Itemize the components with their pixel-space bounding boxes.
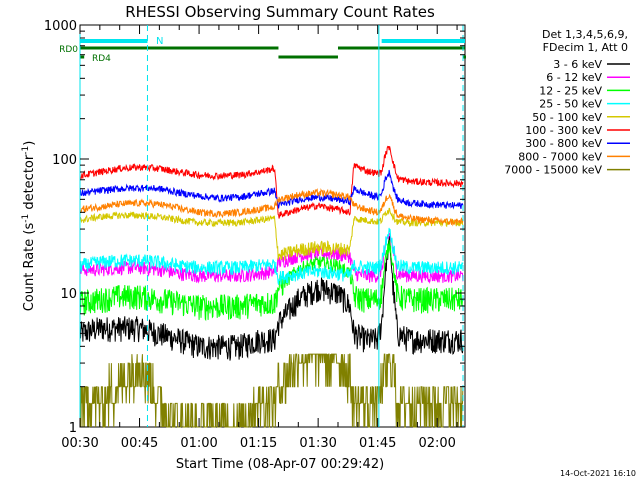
y-tick-label: 100	[52, 153, 77, 168]
legend-entry-label: 300 - 800 keV	[525, 137, 602, 150]
series-line-3	[79, 227, 464, 285]
series-50-100kev	[79, 207, 464, 261]
legend-entry-label: 3 - 6 keV	[553, 58, 602, 71]
legend-entry-label: 6 - 12 keV	[546, 71, 602, 84]
x-tick-label: 02:00	[418, 436, 455, 451]
series-line-7	[79, 187, 464, 227]
x-tick-label: 01:45	[359, 436, 396, 451]
legend-entry-label: 12 - 25 keV	[539, 84, 602, 97]
y-tick-label: 1000	[44, 19, 77, 34]
legend: Det 1,3,4,5,6,9, FDecim 1, Att 0 3 - 6 k…	[504, 28, 630, 177]
series-100-300kev	[79, 145, 464, 219]
y-axis: 1 10 100 1000	[44, 19, 465, 436]
x-tick-label: 00:30	[61, 436, 98, 451]
flags-layer: N RD0 RD4	[59, 36, 466, 64]
legend-entry-label: 7000 - 15000 keV	[504, 164, 602, 177]
x-tick-label: 01:00	[180, 436, 217, 451]
markers-layer	[79, 25, 464, 427]
generation-timestamp: 14-Oct-2021 16:10	[560, 469, 636, 478]
series-7000-15000kev	[79, 353, 464, 428]
y-tick-label: 1	[69, 421, 77, 436]
series-300-800kev	[79, 169, 464, 210]
chart-title: RHESSI Observing Summary Count Rates	[125, 3, 435, 21]
series-3-6kev	[79, 235, 464, 361]
y-tick-label: 10	[60, 287, 77, 302]
legend-header-decimation: FDecim 1, Att 0	[543, 41, 628, 54]
legend-entry-label: 50 - 100 keV	[532, 111, 602, 124]
series-line-5	[79, 145, 464, 219]
x-tick-label: 00:45	[121, 436, 158, 451]
x-axis-label: Start Time (08-Apr-07 00:29:42)	[176, 457, 384, 472]
series-line-8	[79, 353, 464, 428]
legend-header-detectors: Det 1,3,4,5,6,9,	[542, 28, 628, 41]
y-axis-label: Count Rate (s-1 detector-1)	[21, 141, 37, 312]
x-tick-label: 01:30	[299, 436, 336, 451]
series-12-25kev	[79, 240, 464, 322]
series-line-6	[79, 169, 464, 210]
x-axis: 00:30 00:45 01:00 01:15 01:30 01:45 02:00	[61, 25, 458, 451]
series-line-2	[79, 240, 464, 322]
series-layer	[79, 145, 464, 428]
series-25-50kev	[79, 227, 464, 285]
legend-entry-label: 800 - 7000 keV	[518, 150, 602, 163]
series-800-7000kev	[79, 187, 464, 227]
legend-entry-label: 25 - 50 keV	[539, 98, 602, 111]
x-tick-label: 01:15	[240, 436, 277, 451]
n-flag-label: N	[156, 36, 163, 47]
series-line-0	[79, 235, 464, 361]
legend-entry-label: 100 - 300 keV	[525, 124, 602, 137]
rd0-flag-label: RD0	[59, 45, 78, 55]
rd4-flag-label: RD4	[92, 54, 111, 64]
series-line-4	[79, 207, 464, 261]
